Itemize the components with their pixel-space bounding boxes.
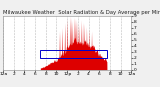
Text: Milwaukee Weather  Solar Radiation & Day Average per Minute W/m2 (Today): Milwaukee Weather Solar Radiation & Day … <box>3 10 160 15</box>
Bar <box>40 50 107 58</box>
